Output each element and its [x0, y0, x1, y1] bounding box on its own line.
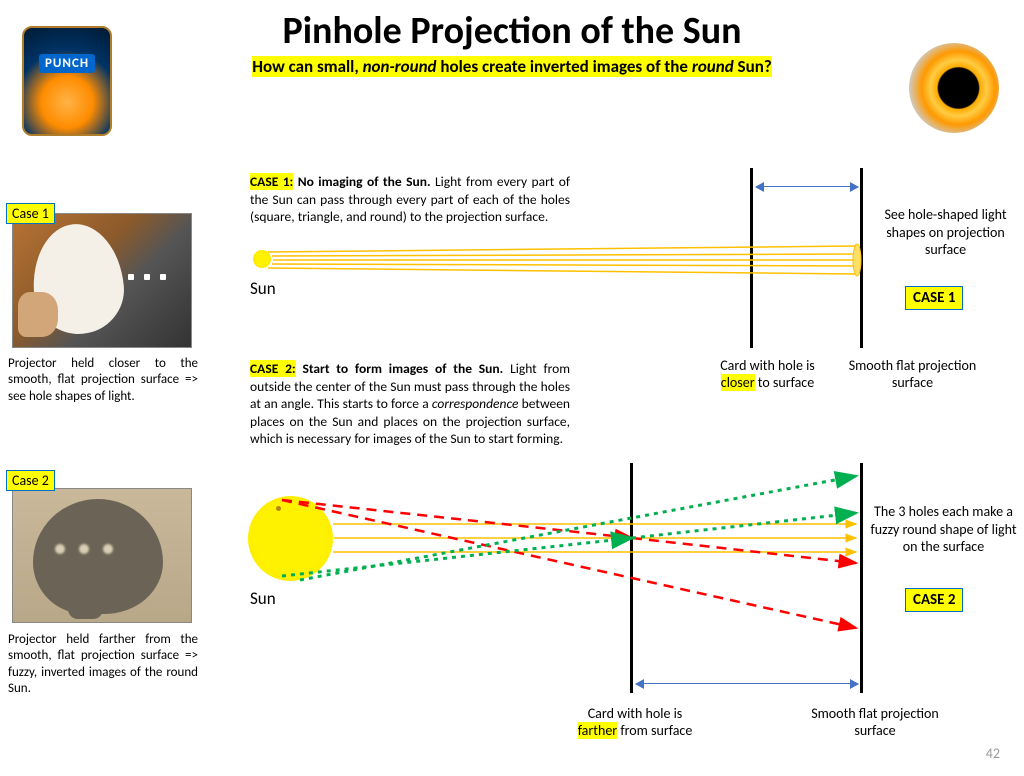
case1-photo-label: Case 1	[6, 203, 55, 224]
card-label-2: Card with hole is farther from surface	[555, 706, 715, 740]
note-case2: The 3 holes each make a fuzzy round shap…	[866, 503, 1021, 556]
label-hl: farther	[578, 722, 617, 739]
label-line: Card with hole is	[588, 705, 683, 722]
surface-label-2: Smooth flat projection surface	[795, 706, 955, 740]
label-line: from surface	[617, 722, 692, 739]
case2-box: CASE 2	[905, 588, 963, 612]
case2-photo-label: Case 2	[6, 470, 55, 491]
page-number: 42	[986, 745, 1000, 762]
rays-case2	[0, 8, 1024, 776]
